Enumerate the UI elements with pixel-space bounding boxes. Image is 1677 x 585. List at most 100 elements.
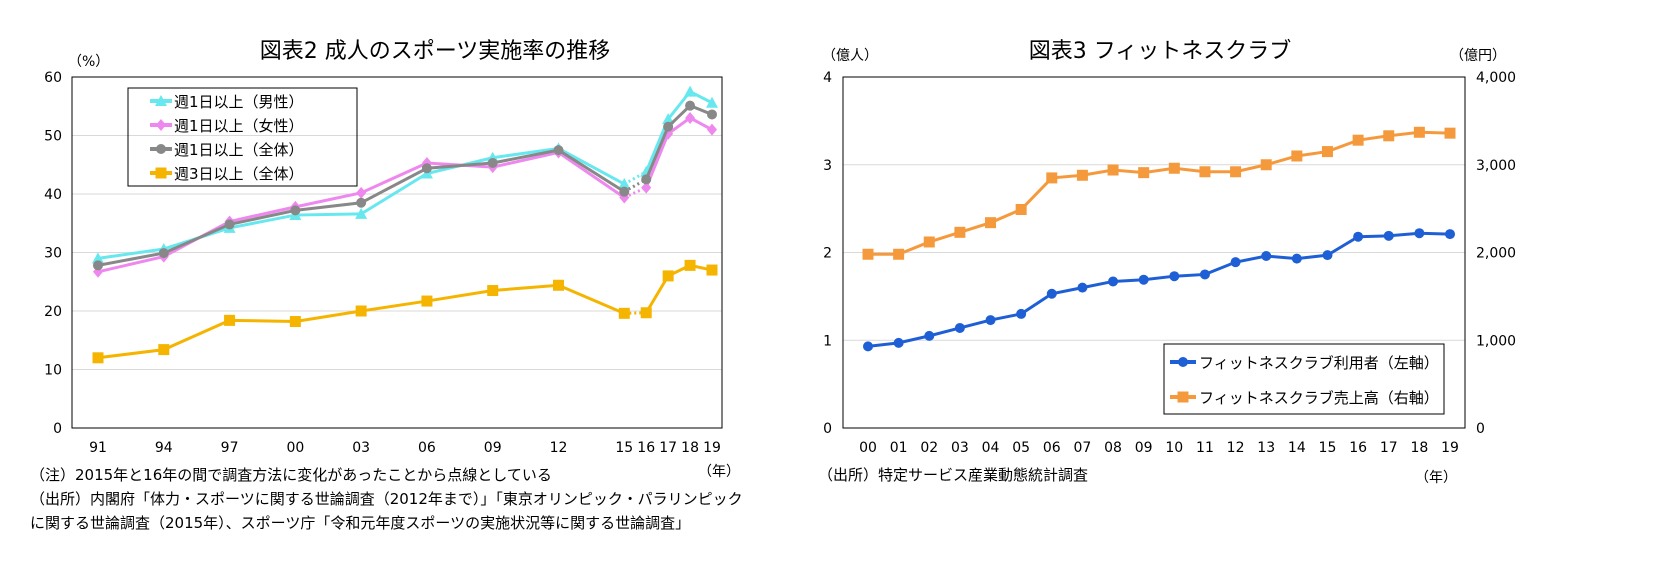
data-point [158,344,170,356]
x-tick-label: 91 [89,440,107,456]
x-tick-label: 11 [1196,440,1214,456]
series-dotted-segment [624,311,647,315]
data-point [924,330,935,341]
data-point [685,100,696,111]
x-tick-label: 10 [1165,440,1183,456]
x-tick-label: 00 [859,440,877,456]
data-point [1138,167,1150,179]
note-source-right: （出所）特定サービス産業動態統計調査 [818,466,1089,484]
y-tick-label: 10 [44,363,62,379]
data-point [1138,274,1149,285]
data-point [553,279,564,291]
data-point [862,248,874,260]
legend-marker [1177,391,1189,403]
x-tick-label: 12 [1227,440,1245,456]
legend-label: フィットネスクラブ売上高（右軸） [1199,389,1439,407]
data-point [1321,146,1333,158]
data-point [1168,162,1180,174]
y-tick-label: 0 [53,421,62,437]
data-point [356,186,367,199]
y2-tick-label: 4,000 [1476,70,1516,86]
x-tick-label: 05 [1012,440,1030,456]
x-tick-label: 18 [1410,440,1428,456]
data-point [355,305,367,317]
data-point [663,121,674,132]
y-axis-unit: （%） [68,54,109,70]
x-axis-unit: （年） [1415,470,1457,486]
x-tick-label: 01 [890,440,908,456]
data-point [1015,204,1027,216]
data-point [954,322,965,333]
data-point [985,315,996,326]
y2-tick-label: 3,000 [1476,158,1516,174]
data-point [224,314,236,326]
legend-box [1163,343,1445,415]
legend-marker [156,119,166,131]
data-point [421,163,432,174]
x-tick-label: 17 [1380,440,1398,456]
data-point [1108,276,1119,287]
x-tick-label: 16 [637,440,655,456]
data-point [1076,169,1088,181]
x-axis-unit: （年） [698,464,740,480]
data-point [1445,229,1455,240]
data-point [1046,172,1058,184]
data-point [92,252,104,264]
data-point [684,85,697,97]
x-tick-label: 09 [484,440,502,456]
data-point [923,236,935,248]
y-tick-label: 50 [44,129,62,145]
data-point [1199,166,1211,178]
x-tick-label: 94 [155,440,173,456]
x-tick-label: 15 [615,440,633,456]
y-tick-label: 1 [823,333,832,349]
data-point [663,127,674,140]
chart-title: 図表2 成人のスポーツ実施率の推移 [260,39,611,64]
x-tick-label: 97 [221,440,239,456]
legend-label: 週3日以上（全体） [174,165,304,183]
x-tick-label: 17 [659,440,677,456]
y2-tick-label: 0 [1476,421,1485,437]
y-axis-unit: （億人） [822,48,878,64]
x-tick-label: 08 [1104,440,1122,456]
y-tick-label: 20 [44,304,62,320]
data-point [893,337,904,348]
y-tick-label: 60 [44,70,62,86]
x-tick-label: 02 [920,440,938,456]
legend-marker [155,167,167,179]
plot-area [71,76,723,429]
data-point [684,259,696,271]
series-dotted-segment [623,186,647,199]
data-point [641,174,652,185]
x-tick-label: 19 [703,440,721,456]
data-point [1291,253,1302,264]
chart-title: 図表3 フィットネスクラブ [1029,39,1292,64]
x-tick-label: 13 [1257,440,1275,456]
data-point [893,248,905,260]
y-tick-label: 2 [823,246,832,262]
data-point [289,316,301,328]
x-tick-label: 16 [1349,440,1367,456]
x-tick-label: 00 [286,440,304,456]
series-line [644,89,713,173]
data-point [553,145,564,156]
series-line [644,103,713,180]
x-tick-label: 06 [1043,440,1061,456]
data-point [1291,150,1303,162]
legend-marker [1178,357,1188,367]
x-tick-label: 18 [681,440,699,456]
data-point [1260,159,1272,171]
y2-axis-unit: （億円） [1450,48,1506,64]
data-point [1199,269,1210,280]
x-tick-label: 03 [951,440,969,456]
data-point [1352,134,1364,146]
data-point [355,207,368,219]
series-line [644,263,713,314]
data-point [685,111,696,124]
y-tick-label: 40 [44,187,62,203]
data-point [707,109,717,120]
series-line [867,231,1451,348]
x-tick-label: 09 [1135,440,1153,456]
